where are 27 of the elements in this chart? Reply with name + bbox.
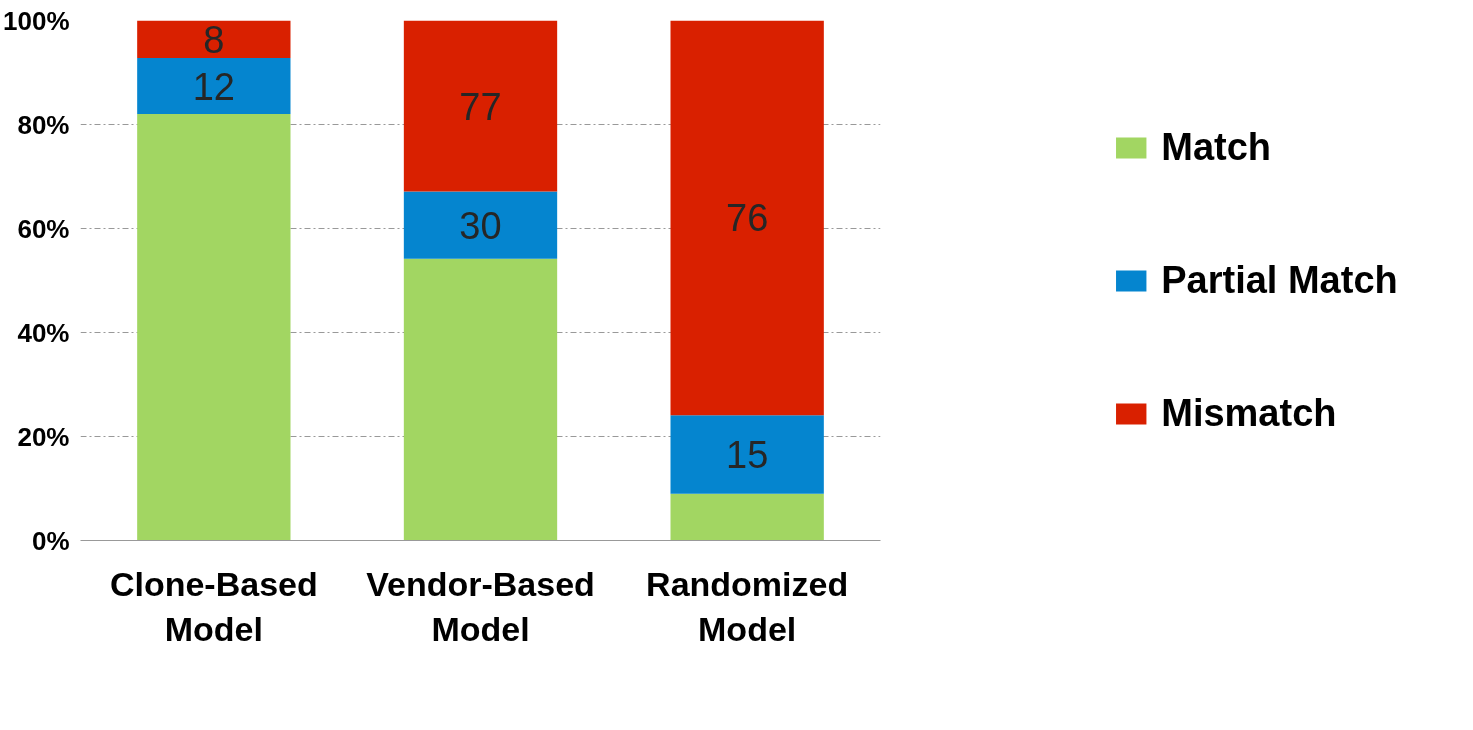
annotation: 76 [726,197,769,240]
legend-label: Partial Match [1161,258,1398,302]
y-tick-label: 60% [17,213,70,244]
bar [137,20,291,58]
x-tick-label: Vendor-Based Model [366,564,595,649]
annotation: 12 [192,65,235,108]
y-tick-label: 20% [17,421,70,452]
legend-label: Match [1161,125,1272,169]
bar [670,415,824,494]
annotation: 30 [459,204,502,247]
x-tick-label: Clone-Based Model [109,564,318,649]
bar [670,493,824,541]
x-tick-label: Randomized Model [646,564,849,649]
bar [137,114,291,541]
bar [670,20,824,416]
legend-label: Mismatch [1161,391,1337,435]
bar [403,258,558,541]
y-tick-label: 40% [17,317,70,348]
bar [403,191,558,259]
annotation: 15 [726,433,769,476]
y-tick-label: 80% [17,109,70,140]
bar [403,20,558,192]
y-tick-label: 0% [31,525,70,556]
bar [137,57,291,115]
y-tick-label: 100% [3,5,70,36]
annotation: 77 [459,85,502,128]
annotation: 8 [203,18,225,61]
